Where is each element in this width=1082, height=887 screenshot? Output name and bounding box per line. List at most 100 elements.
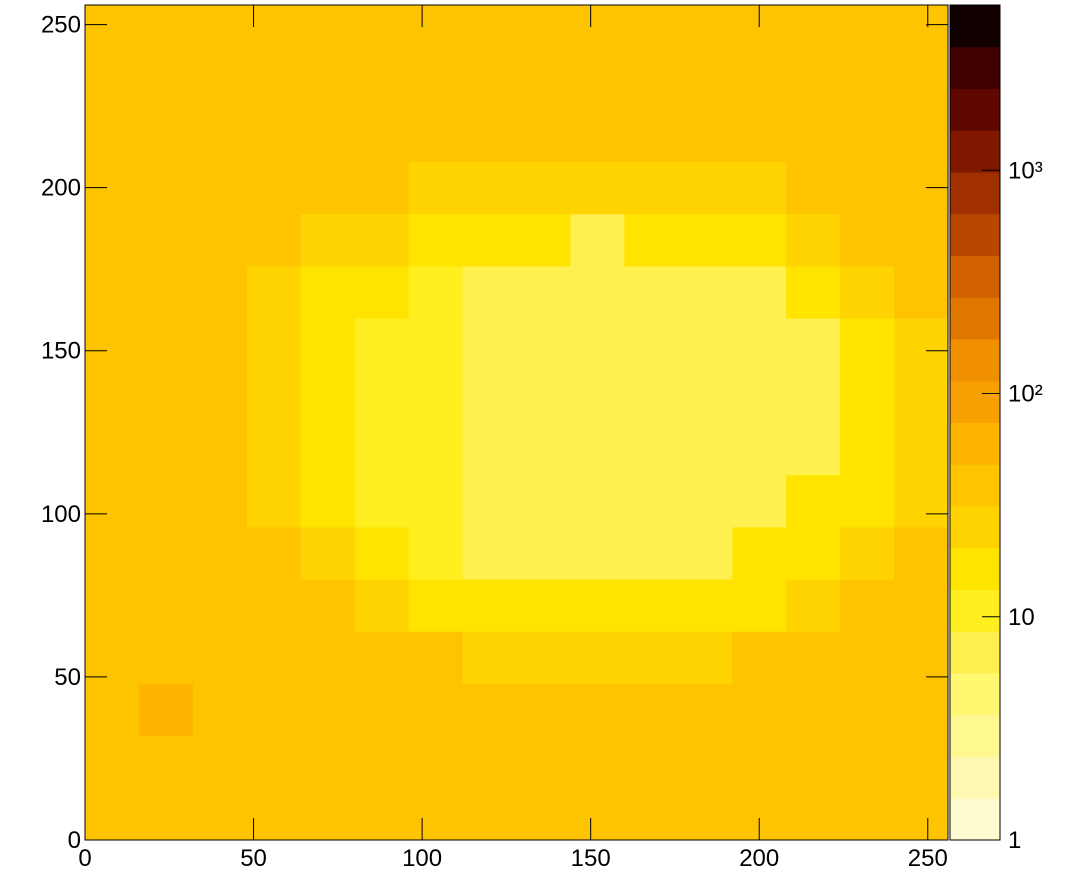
cell xyxy=(894,213,949,267)
cell xyxy=(570,161,625,215)
cell xyxy=(192,318,248,371)
colorbar-band xyxy=(950,756,1000,799)
cell xyxy=(85,57,140,110)
cell xyxy=(354,787,410,841)
cell xyxy=(462,370,517,423)
cell xyxy=(138,683,194,737)
cell xyxy=(786,422,841,476)
cell xyxy=(408,213,464,267)
cell xyxy=(894,683,949,737)
cell xyxy=(138,526,194,580)
cell xyxy=(678,579,733,632)
cell xyxy=(300,318,356,371)
cell xyxy=(840,526,895,580)
cell xyxy=(894,370,949,423)
cell xyxy=(408,161,464,215)
colorbar-band xyxy=(950,547,1000,590)
cell xyxy=(678,735,733,789)
x-tick-label: 200 xyxy=(739,845,779,872)
cell xyxy=(192,735,248,789)
cell xyxy=(138,213,194,267)
cell xyxy=(786,318,841,371)
cell xyxy=(624,318,679,371)
cell xyxy=(516,370,571,423)
cell xyxy=(678,526,733,580)
cell xyxy=(894,5,949,58)
cell xyxy=(732,318,787,371)
cell xyxy=(894,318,949,371)
x-tick-label: 150 xyxy=(571,845,611,872)
cell xyxy=(840,631,895,684)
cell xyxy=(246,213,302,267)
cell xyxy=(408,735,464,789)
cell xyxy=(624,109,679,163)
cell xyxy=(516,787,571,841)
cell xyxy=(570,683,625,737)
cell xyxy=(246,318,302,371)
cell xyxy=(462,631,517,684)
cell xyxy=(678,213,733,267)
colorbar-band xyxy=(950,798,1000,841)
cell xyxy=(246,109,302,163)
cell xyxy=(192,213,248,267)
cell xyxy=(408,474,464,528)
cell xyxy=(354,57,410,110)
cell xyxy=(570,787,625,841)
cell xyxy=(192,526,248,580)
cell xyxy=(624,474,679,528)
cell xyxy=(85,787,140,841)
cell xyxy=(678,5,733,58)
colorbar-band xyxy=(950,172,1000,215)
cell xyxy=(732,57,787,110)
cell xyxy=(840,683,895,737)
cell xyxy=(624,422,679,476)
z-tick-label: 1 xyxy=(1008,827,1021,854)
cell xyxy=(840,5,895,58)
cell xyxy=(516,57,571,110)
cell xyxy=(192,579,248,632)
colorbar-frame xyxy=(949,4,1001,841)
cell xyxy=(300,57,356,110)
cell xyxy=(192,683,248,737)
cell xyxy=(85,213,140,267)
cell xyxy=(516,213,571,267)
cell xyxy=(840,370,895,423)
cell xyxy=(624,265,679,319)
cell xyxy=(246,57,302,110)
colorbar-band xyxy=(950,422,1000,465)
cell xyxy=(786,474,841,528)
cell xyxy=(192,57,248,110)
cell xyxy=(678,370,733,423)
colorbar-band xyxy=(950,130,1000,173)
cell xyxy=(894,422,949,476)
cell xyxy=(408,526,464,580)
cell xyxy=(354,318,410,371)
cell xyxy=(300,631,356,684)
cell xyxy=(786,5,841,58)
cell xyxy=(516,318,571,371)
cell xyxy=(300,265,356,319)
cell xyxy=(300,579,356,632)
cell xyxy=(246,474,302,528)
cell xyxy=(786,683,841,737)
cell xyxy=(300,526,356,580)
cell xyxy=(894,735,949,789)
cell xyxy=(408,57,464,110)
cell xyxy=(192,787,248,841)
cell xyxy=(408,370,464,423)
cell xyxy=(85,526,140,580)
cell xyxy=(516,526,571,580)
z-tick-label: 10³ xyxy=(1008,157,1043,184)
cell xyxy=(624,161,679,215)
cell xyxy=(516,579,571,632)
cell xyxy=(246,265,302,319)
cell xyxy=(840,109,895,163)
z-tick-label: 10 xyxy=(1008,604,1035,631)
cell xyxy=(85,318,140,371)
colorbar-band xyxy=(950,88,1000,131)
cell xyxy=(85,5,140,58)
cell xyxy=(840,57,895,110)
cell xyxy=(462,735,517,789)
cell xyxy=(570,318,625,371)
cell xyxy=(85,683,140,737)
